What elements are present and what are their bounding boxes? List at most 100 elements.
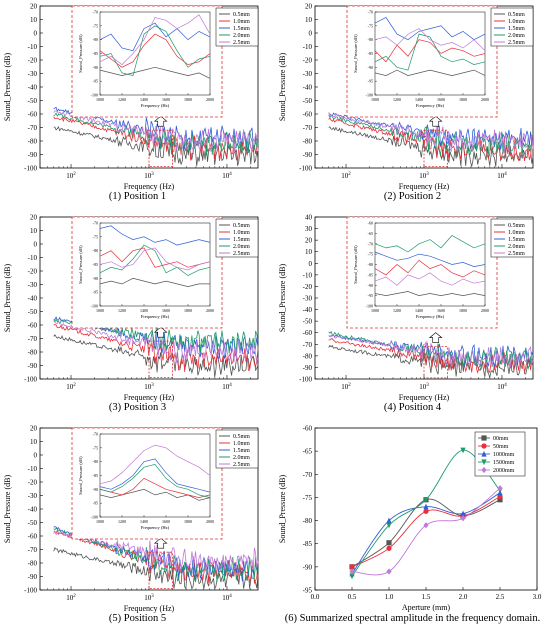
data-point	[423, 522, 428, 528]
y-tick-label: 40	[305, 214, 313, 222]
x-axis-label: Frequency (Hz)	[124, 182, 175, 191]
inset-y-tick-label: -90	[93, 487, 98, 492]
x-tick-label: 104	[497, 383, 507, 391]
y-tick-label: -100	[24, 376, 37, 384]
panel-position-3: 20 10 0 -10 -20 -30 -40 -50 -60 -70 -80 -90 -100 102 1…	[0, 211, 275, 422]
panel-position-2: 20 10 0 -10 -20 -30 -40 -50 -60 -70 -80 -90 -100 102 1…	[275, 0, 550, 211]
spectrum-chart: 20100-10-20-30-40-50-60-70-80-90-100102 1…	[0, 211, 275, 401]
inset-x-tick-label: 2000	[206, 97, 214, 102]
inset-x-tick-label: 1200	[118, 97, 126, 102]
y-tick-label: -60	[28, 322, 38, 330]
y-tick-label: 20	[30, 425, 38, 433]
legend-label: 2.0mm	[233, 244, 250, 250]
y-tick-label: -30	[303, 70, 313, 78]
y-tick-label: -10	[303, 271, 313, 279]
legend-label: 0.5mm	[233, 12, 250, 18]
inset-x-tick-label: 1400	[140, 97, 148, 102]
inset-y-tick-label: -95	[368, 79, 373, 84]
y-tick-label: -20	[303, 283, 313, 291]
legend-label: 1.5mm	[233, 448, 250, 454]
legend-label: 2.5mm	[233, 251, 250, 257]
y-tick-label: -60	[303, 111, 313, 119]
y-tick-label: -50	[28, 97, 38, 105]
y-tick-label: -90	[28, 362, 38, 370]
y-tick-label: -80	[303, 352, 313, 360]
zoom-arrow	[155, 116, 167, 126]
x-tick-label: 103	[144, 172, 154, 180]
inset-x-axis-label: Frequency (Hz)	[141, 103, 170, 108]
legend-label: 1.5mm	[233, 26, 250, 32]
y-tick-label: 10	[305, 16, 313, 24]
inset-x-tick-label: 1000	[96, 519, 104, 524]
x-tick-label: 102	[341, 383, 351, 391]
inset-y-tick-label: -75	[368, 252, 373, 257]
y-tick-label: -50	[303, 318, 313, 326]
inset-x-tick-label: 2000	[206, 308, 214, 313]
legend-label: 0.5mm	[233, 434, 250, 440]
y-tick-label: 20	[30, 214, 38, 222]
y-tick-label: -90	[28, 151, 38, 159]
inset-x-tick-label: 1800	[184, 308, 192, 313]
y-tick-label: -30	[303, 295, 313, 303]
y-tick-label: -20	[28, 57, 38, 65]
inset-y-tick-label: -90	[93, 276, 98, 281]
legend-label: 2000mm	[493, 468, 515, 474]
inset-y-tick-label: -70	[368, 241, 373, 246]
x-tick-label: 103	[144, 594, 154, 602]
inset-x-tick-label: 2000	[206, 519, 214, 524]
inset-y-tick-label: -85	[93, 262, 98, 267]
data-point	[386, 517, 391, 523]
x-axis-label: Frequency (Hz)	[399, 393, 450, 402]
y-tick-label: -80	[303, 517, 313, 525]
y-tick-label: -65	[303, 448, 313, 456]
legend-label: 1.0mm	[233, 19, 250, 25]
zoom-arrow	[430, 116, 442, 126]
inset-y-tick-label: -80	[93, 37, 98, 42]
inset-y-tick-label: -90	[368, 65, 373, 70]
y-tick-label: -40	[28, 295, 38, 303]
x-tick-label: 2.0	[459, 593, 468, 601]
y-tick-label: -40	[303, 84, 313, 92]
y-tick-label: 0	[34, 30, 38, 38]
x-tick-label: 104	[222, 594, 232, 602]
legend-label: 2.5mm	[508, 251, 525, 257]
data-point	[386, 568, 391, 574]
data-point	[481, 443, 486, 448]
inset-y-tick-label: -90	[93, 65, 98, 70]
inset-x-tick-label: 1200	[393, 308, 401, 313]
inset-x-tick-label: 1200	[118, 308, 126, 313]
y-tick-label: -70	[28, 335, 38, 343]
inset-y-tick-label: -80	[93, 459, 98, 464]
y-tick-label: -70	[28, 546, 38, 554]
legend-label: 1000mm	[493, 452, 515, 458]
y-tick-label: -50	[28, 519, 38, 527]
legend-label: 1.5mm	[233, 237, 250, 243]
inset-y-tick-label: -95	[93, 290, 98, 295]
inset-x-tick-label: 1600	[437, 97, 445, 102]
y-tick-label: -20	[28, 268, 38, 276]
x-axis-label: Aperture (mm)	[402, 603, 451, 612]
inset-y-tick-label: -65	[368, 231, 373, 236]
panel-caption: (2) Position 2	[275, 191, 550, 202]
inset-x-tick-label: 1600	[162, 308, 170, 313]
y-tick-label: -60	[28, 533, 38, 541]
inset-x-tick-label: 1400	[415, 308, 423, 313]
y-tick-label: -80	[28, 560, 38, 568]
inset-y-tick-label: -85	[368, 272, 373, 277]
y-tick-label: -10	[303, 43, 313, 51]
inset-y-tick-label: -90	[368, 283, 373, 288]
inset-x-tick-label: 1800	[184, 97, 192, 102]
x-tick-label: 104	[222, 172, 232, 180]
y-tick-label: -90	[28, 573, 38, 581]
data-point	[386, 540, 391, 545]
y-tick-label: 20	[305, 3, 313, 11]
inset-x-tick-label: 1000	[371, 308, 379, 313]
summary-chart: -60 -65 -70 -75 -80 -85 -90 -950.0 0.5 1.0 1.5 2.0 2…	[275, 422, 550, 612]
panel-caption: (5) Position 5	[0, 613, 275, 624]
legend-label: 1.0mm	[233, 230, 250, 236]
inset-y-tick-label: -70	[93, 10, 98, 15]
inset-y-tick-label: -70	[93, 432, 98, 437]
inset-x-tick-label: 1200	[393, 97, 401, 102]
inset-x-tick-label: 1600	[162, 97, 170, 102]
inset-y-tick-label: -75	[93, 445, 98, 450]
